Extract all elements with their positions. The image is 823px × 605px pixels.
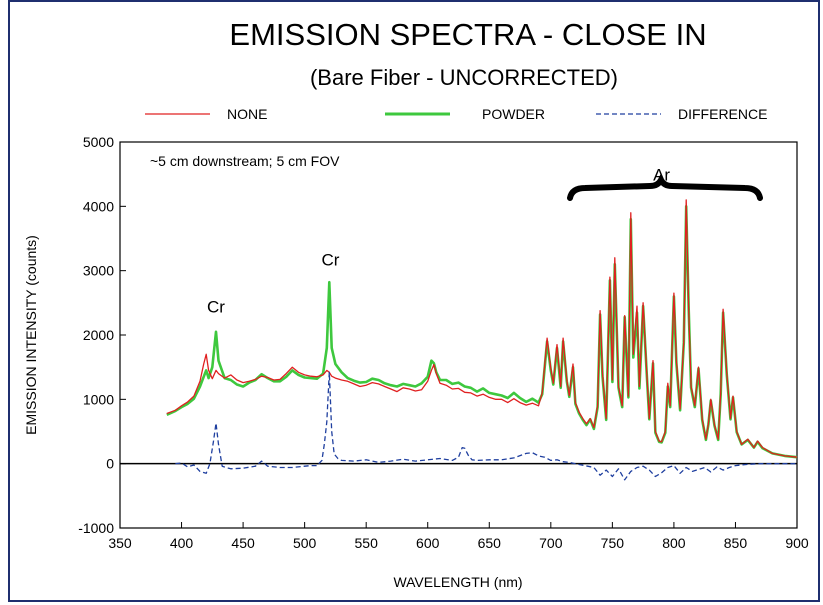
x-tick-label: 450 (231, 535, 255, 551)
peak-label: Cr (207, 297, 225, 316)
emission-spectra-chart: EMISSION SPECTRA - CLOSE IN (Bare Fiber … (23, 17, 809, 590)
series-layer (166, 199, 798, 481)
legend-label-none: NONE (227, 106, 267, 122)
peak-label: Ar (653, 166, 670, 185)
chart-title: EMISSION SPECTRA - CLOSE IN (229, 17, 706, 52)
series-line-difference (175, 371, 797, 481)
series-line-none (166, 199, 798, 458)
x-tick-label: 650 (478, 535, 502, 551)
x-tick-label: 850 (724, 535, 748, 551)
x-tick-label: 700 (539, 535, 563, 551)
x-tick-label: 600 (416, 535, 440, 551)
y-tick-label: 5000 (83, 134, 114, 150)
y-tick-label: 3000 (83, 263, 114, 279)
y-tick-label: 4000 (83, 198, 114, 214)
x-tick-label: 550 (355, 535, 379, 551)
y-tick-label: 2000 (83, 327, 114, 343)
legend-label-powder: POWDER (482, 106, 545, 122)
peak-label: Cr (322, 251, 340, 270)
y-tick-label: -1000 (78, 520, 114, 536)
x-tick-label: 500 (293, 535, 317, 551)
chart-frame: EMISSION SPECTRA - CLOSE IN (Bare Fiber … (8, 0, 820, 602)
chart-subtitle: (Bare Fiber - UNCORRECTED) (310, 65, 618, 90)
x-tick-label: 900 (785, 535, 809, 551)
x-axis-title: WAVELENGTH (nm) (393, 574, 522, 590)
x-tick-label: 750 (601, 535, 625, 551)
y-tick-label: 0 (106, 456, 114, 472)
axis-ticks: 350 400 450 500 550 600 650 700 750 800 850 900 -100… (78, 134, 809, 551)
legend-label-difference: DIFFERENCE (678, 106, 767, 122)
x-tick-label: 350 (108, 535, 132, 551)
condition-annotation: ~5 cm downstream; 5 cm FOV (150, 153, 340, 169)
peak-labels: Cr Cr Ar (207, 166, 670, 317)
x-tick-label: 800 (662, 535, 686, 551)
y-tick-label: 1000 (83, 391, 114, 407)
y-axis-title: EMISSION INTENSITY (counts) (23, 235, 39, 435)
x-tick-label: 400 (170, 535, 194, 551)
ar-bracket (567, 173, 763, 201)
legend: NONE POWDER DIFFERENCE (145, 106, 767, 122)
